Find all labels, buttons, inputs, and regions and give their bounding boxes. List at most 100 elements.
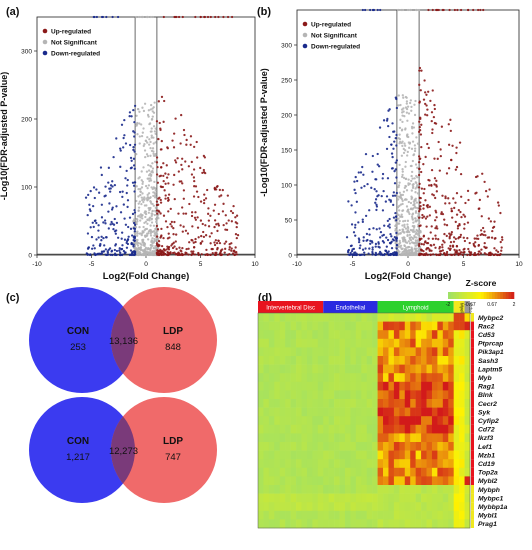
point-up-regulated xyxy=(157,137,160,141)
heatmap-cell xyxy=(279,338,286,348)
point-not-significant xyxy=(402,96,405,99)
point-not-significant xyxy=(152,125,156,128)
heatmap-cell xyxy=(285,381,291,391)
point-not-significant xyxy=(413,103,416,106)
point-not-significant xyxy=(399,118,402,121)
heatmap-cell xyxy=(377,330,384,340)
point-down-regulated xyxy=(123,238,127,241)
heatmap-cell xyxy=(301,313,308,322)
point-up-regulated xyxy=(226,15,230,19)
point-not-significant xyxy=(410,109,413,112)
point-down-regulated xyxy=(132,146,135,149)
colorbar-segment xyxy=(461,292,465,299)
heatmap-cell xyxy=(404,399,411,408)
point-not-significant xyxy=(145,153,149,156)
point-not-significant xyxy=(412,237,415,240)
point-down-regulated xyxy=(362,173,365,176)
point-down-regulated xyxy=(377,245,380,248)
heatmap-cell xyxy=(453,433,460,443)
point-not-significant xyxy=(416,183,419,187)
point-not-significant xyxy=(133,246,136,250)
heatmap-cell xyxy=(442,356,449,365)
point-up-regulated xyxy=(202,201,206,205)
heatmap-cell xyxy=(339,476,346,486)
heatmap-cell xyxy=(361,381,368,391)
heatmap-cell xyxy=(464,381,471,391)
point-not-significant xyxy=(398,219,401,223)
heatmap-cell xyxy=(388,442,395,451)
colorbar-segment xyxy=(489,292,493,299)
point-not-significant xyxy=(411,159,415,163)
point-up-regulated xyxy=(157,209,160,212)
heatmap-cell xyxy=(296,416,302,426)
point-down-regulated xyxy=(350,204,353,207)
point-not-significant xyxy=(139,187,142,191)
heatmap-cell xyxy=(383,356,389,365)
point-not-significant xyxy=(406,133,409,136)
point-not-significant xyxy=(408,233,412,237)
y-tick-label: 100 xyxy=(21,185,32,192)
heatmap-cell xyxy=(366,459,373,469)
point-up-regulated xyxy=(211,252,214,255)
row-annotation xyxy=(471,373,474,382)
heatmap-cell xyxy=(410,321,416,331)
point-up-regulated xyxy=(155,120,159,123)
heatmap-cell xyxy=(393,433,400,443)
point-up-regulated xyxy=(203,193,206,196)
heatmap-cell xyxy=(279,467,286,477)
point-down-regulated xyxy=(133,150,136,153)
point-not-significant xyxy=(146,193,149,196)
heatmap-cell xyxy=(339,373,346,383)
point-not-significant xyxy=(402,176,406,180)
heatmap-cell xyxy=(442,467,449,477)
heatmap-cell xyxy=(258,381,264,391)
point-down-regulated xyxy=(130,166,133,169)
heatmap-cell xyxy=(464,502,471,512)
heatmap-cell xyxy=(268,476,275,486)
point-down-regulated xyxy=(350,223,354,226)
point-not-significant xyxy=(141,217,144,220)
heatmap-cell xyxy=(263,381,270,391)
heatmap-cell xyxy=(383,407,389,417)
point-not-significant xyxy=(149,249,152,252)
point-up-regulated xyxy=(200,234,203,238)
point-down-regulated xyxy=(119,253,122,257)
point-not-significant xyxy=(410,247,414,251)
heatmap-cell xyxy=(328,493,335,503)
point-up-regulated xyxy=(193,253,197,256)
heatmap-cell xyxy=(410,493,416,503)
heatmap-cell xyxy=(361,347,368,357)
heatmap-cell xyxy=(296,510,302,520)
point-up-regulated xyxy=(225,228,229,231)
point-not-significant xyxy=(141,106,144,109)
heatmap-cell xyxy=(285,390,291,400)
heatmap-cell xyxy=(459,510,465,520)
heatmap-cell xyxy=(421,433,427,443)
heatmap-cell xyxy=(421,390,427,400)
heatmap-cell xyxy=(437,433,444,443)
point-down-regulated xyxy=(353,251,356,254)
row-annotation xyxy=(471,519,474,528)
point-up-regulated xyxy=(207,225,211,228)
heatmap-cell xyxy=(410,433,416,443)
point-not-significant xyxy=(154,153,157,156)
heatmap-cell xyxy=(410,424,416,434)
heatmap-cell xyxy=(355,493,362,503)
heatmap-cell xyxy=(350,467,357,477)
point-up-regulated xyxy=(166,147,169,150)
point-down-regulated xyxy=(381,177,384,180)
heatmap-cell xyxy=(453,424,460,434)
point-down-regulated xyxy=(368,227,371,231)
heatmap-cell xyxy=(421,321,427,331)
group-label: Intervertebral Disc xyxy=(266,306,315,312)
point-not-significant xyxy=(413,247,416,250)
heatmap-cell xyxy=(448,467,454,477)
heatmap-cell xyxy=(355,519,362,529)
heatmap-cell xyxy=(459,313,465,322)
point-down-regulated xyxy=(384,200,387,203)
point-not-significant xyxy=(406,150,409,154)
heatmap-cell xyxy=(344,373,351,383)
heatmap-cell xyxy=(431,399,438,408)
heatmap-cell xyxy=(350,493,357,503)
x-tick-label: -10 xyxy=(32,261,42,268)
